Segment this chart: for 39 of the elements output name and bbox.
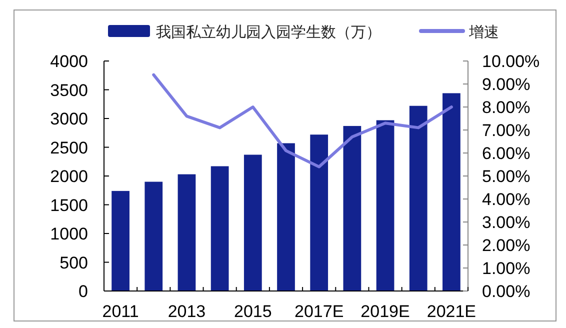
bar	[210, 166, 229, 291]
bar	[244, 154, 262, 291]
x-tick-label: 2015	[234, 302, 272, 321]
y-tick-label: 2500	[50, 138, 88, 158]
bar	[409, 106, 428, 291]
bar	[343, 126, 362, 291]
y-tick-label: 1000	[50, 224, 88, 244]
bar	[376, 120, 394, 291]
y2-tick-label: 0.00%	[482, 282, 530, 301]
y-tick-label: 0	[78, 282, 88, 301]
y2-tick-label: 10.00%	[482, 52, 540, 71]
y-tick-label: 3500	[50, 80, 88, 100]
y2-tick-label: 6.00%	[482, 144, 530, 163]
legend-label: 我国私立幼儿园入园学生数（万）	[156, 24, 381, 41]
x-tick-label: 2019E	[360, 302, 410, 321]
y-tick-label: 500	[60, 253, 88, 272]
bar	[442, 93, 460, 291]
y2-tick-label: 7.00%	[482, 121, 530, 140]
bar	[144, 182, 163, 291]
legend-label: 增速	[468, 24, 499, 41]
bar	[277, 143, 295, 291]
x-tick-label: 2017E	[294, 302, 344, 321]
y2-tick-label: 2.00%	[482, 236, 530, 255]
y-tick-label: 2000	[50, 167, 88, 186]
x-tick-label: 2013	[168, 302, 206, 321]
bar	[112, 190, 130, 291]
y-tick-label: 3000	[50, 110, 88, 128]
y-tick-label: 1500	[50, 196, 88, 215]
y2-tick-label: 3.00%	[482, 213, 530, 232]
y-tick-label: 4000	[50, 52, 88, 71]
bar	[178, 174, 196, 291]
y2-tick-label: 1.00%	[482, 259, 530, 278]
y2-tick-label: 4.00%	[482, 190, 530, 209]
y2-tick-label: 5.00%	[482, 167, 530, 186]
x-tick-label: 2021E	[426, 302, 476, 321]
bar	[310, 134, 328, 291]
y2-tick-label: 9.00%	[482, 75, 530, 94]
x-tick-label: 2011	[102, 302, 139, 321]
y2-tick-label: 8.00%	[482, 98, 530, 117]
